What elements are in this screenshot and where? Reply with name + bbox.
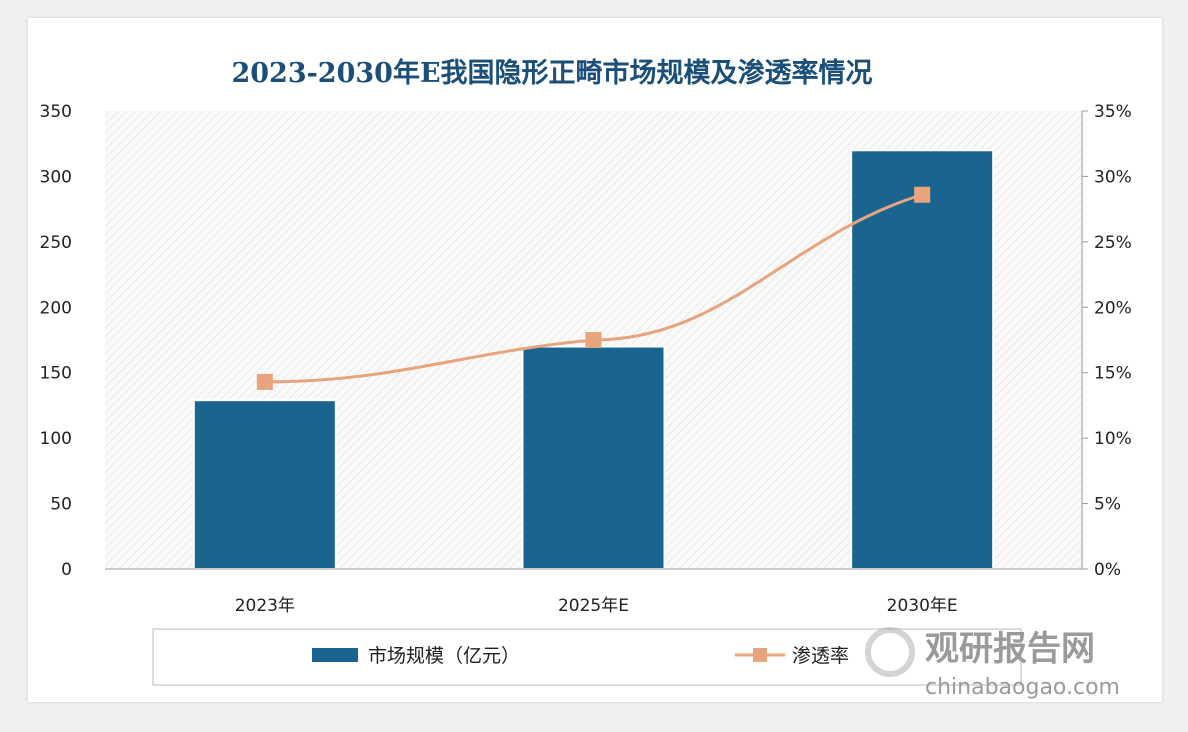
y-left-tick: 300 xyxy=(40,167,72,187)
legend-line-marker xyxy=(753,648,767,662)
y-right-tick: 0% xyxy=(1094,560,1121,580)
bar xyxy=(192,399,337,570)
y-right-tick: 30% xyxy=(1094,167,1132,187)
legend-bar-swatch xyxy=(312,648,358,662)
bar xyxy=(850,149,995,570)
y-right-tick: 5% xyxy=(1094,495,1121,515)
y-right-tick: 15% xyxy=(1094,364,1132,384)
y-right-tick: 25% xyxy=(1094,233,1132,253)
watermark: 观研报告网 chinabaogao.com xyxy=(865,627,1120,700)
line-marker xyxy=(914,186,931,203)
y-left-tick: 350 xyxy=(40,102,72,122)
x-tick: 2030年E xyxy=(887,596,958,616)
y-left-tick: 50 xyxy=(50,495,72,515)
bar xyxy=(521,345,666,570)
y-right-tick: 20% xyxy=(1094,298,1132,318)
y-right-tick: 10% xyxy=(1094,429,1132,449)
watermark-logo-icon xyxy=(865,627,915,677)
legend-line-label: 渗透率 xyxy=(792,645,849,667)
line-marker xyxy=(585,332,602,348)
x-tick: 2023年 xyxy=(235,596,295,616)
x-tick: 2025年E xyxy=(558,596,629,616)
legend xyxy=(152,628,1022,686)
watermark-brand: 观研报告网 xyxy=(925,629,1095,669)
y-left-tick: 150 xyxy=(40,364,72,384)
y-left-tick: 250 xyxy=(40,233,72,253)
watermark-site: chinabaogao.com xyxy=(925,675,1120,700)
y-left-tick: 200 xyxy=(40,298,72,318)
chart-title: 2023-2030年E我国隐形正畸市场规模及渗透率情况 xyxy=(231,57,872,89)
line-marker xyxy=(256,373,273,390)
y-right-tick: 35% xyxy=(1094,102,1132,122)
y-left-tick: 0 xyxy=(61,560,72,580)
y-left-tick: 100 xyxy=(40,429,72,449)
legend-bar-label: 市场规模（亿元） xyxy=(368,645,520,667)
